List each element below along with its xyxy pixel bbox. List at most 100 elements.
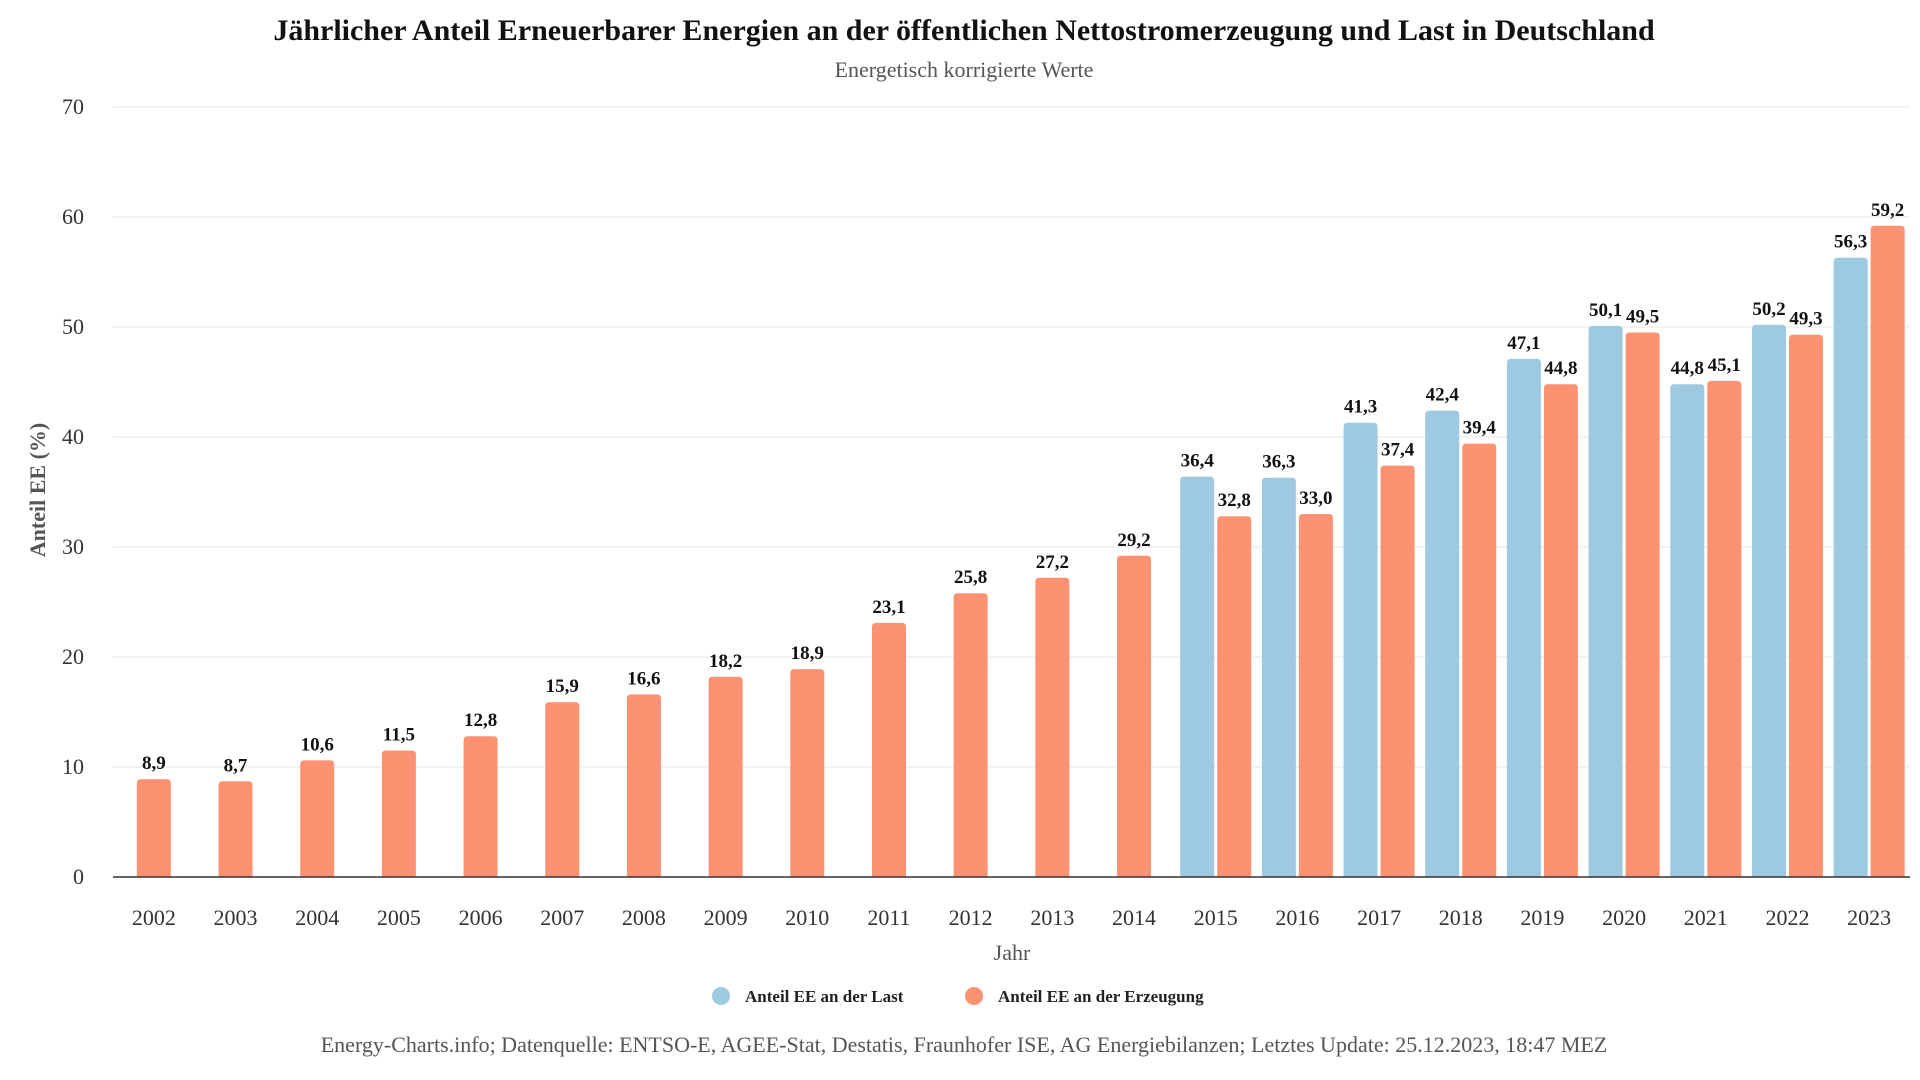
data-label-erzeugung-2009: 18,2 xyxy=(709,651,742,672)
data-label-erzeugung-2006: 12,8 xyxy=(464,710,497,731)
bar-erzeugung-2004 xyxy=(300,760,335,877)
data-label-last-2016: 36,3 xyxy=(1262,452,1295,473)
y-tick-label: 10 xyxy=(62,754,84,779)
data-label-last-2018: 42,4 xyxy=(1426,385,1460,406)
data-label-erzeugung-2019: 44,8 xyxy=(1544,358,1577,379)
y-tick-label: 70 xyxy=(62,94,84,119)
y-axis-label: Anteil EE (%) xyxy=(25,423,50,557)
y-tick-label: 40 xyxy=(62,424,84,449)
bar-last-2020 xyxy=(1588,325,1623,877)
bar-erzeugung-2017 xyxy=(1380,465,1415,877)
data-label-erzeugung-2008: 16,6 xyxy=(627,668,660,689)
data-label-erzeugung-2010: 18,9 xyxy=(791,643,824,664)
x-tick-label-2007: 2007 xyxy=(540,905,584,930)
bar-erzeugung-2012 xyxy=(953,593,988,877)
bar-last-2022 xyxy=(1751,324,1786,877)
y-tick-label: 60 xyxy=(62,204,84,229)
data-label-erzeugung-2007: 15,9 xyxy=(546,676,579,697)
legend-label-erzeugung: Anteil EE an der Erzeugung xyxy=(998,987,1204,1006)
source-credit: Energy-Charts.info; Datenquelle: ENTSO-E… xyxy=(321,1032,1608,1057)
legend[interactable]: Anteil EE an der Last Anteil EE an der E… xyxy=(712,987,1204,1006)
y-tick-label: 30 xyxy=(62,534,84,559)
bars xyxy=(136,225,1905,878)
data-label-erzeugung-2015: 32,8 xyxy=(1218,490,1251,511)
legend-item-erzeugung[interactable]: Anteil EE an der Erzeugung xyxy=(965,987,1204,1006)
y-tick-label: 0 xyxy=(73,864,84,889)
bar-last-2018 xyxy=(1425,410,1460,877)
bar-erzeugung-2006 xyxy=(463,736,498,877)
data-label-last-2022: 50,2 xyxy=(1752,299,1785,320)
data-label-last-2015: 36,4 xyxy=(1181,451,1215,472)
x-axis-label: Jahr xyxy=(994,940,1031,965)
data-label-erzeugung-2002: 8,9 xyxy=(142,753,166,774)
x-tick-label-2011: 2011 xyxy=(867,905,910,930)
data-label-erzeugung-2005: 11,5 xyxy=(383,725,415,746)
bar-erzeugung-2005 xyxy=(381,750,416,877)
chart-subtitle: Energetisch korrigierte Werte xyxy=(835,57,1094,82)
bar-erzeugung-2016 xyxy=(1298,514,1333,877)
bar-erzeugung-2014 xyxy=(1117,555,1152,877)
bar-last-2015 xyxy=(1180,476,1215,877)
bar-erzeugung-2011 xyxy=(871,622,906,877)
data-label-erzeugung-2003: 8,7 xyxy=(224,755,248,776)
y-tick-label: 50 xyxy=(62,314,84,339)
bar-last-2023 xyxy=(1833,257,1868,877)
bar-erzeugung-2020 xyxy=(1625,332,1660,877)
x-tick-label-2005: 2005 xyxy=(377,905,421,930)
legend-marker-last xyxy=(712,987,730,1005)
data-label-erzeugung-2011: 23,1 xyxy=(872,597,905,618)
bar-erzeugung-2010 xyxy=(790,669,825,877)
data-label-erzeugung-2017: 37,4 xyxy=(1381,440,1415,461)
data-label-last-2023: 56,3 xyxy=(1834,232,1867,253)
data-labels: 8,9 8,7 10,6 11,5 12,8 15,9 16,6 18,2 18,9 23,1 25… xyxy=(142,200,1904,776)
x-axis-ticks: 2002 2003 2004 2005 2006 2007 2008 2009 2010 2011… xyxy=(132,905,1891,930)
x-tick-label-2021: 2021 xyxy=(1684,905,1728,930)
bar-last-2021 xyxy=(1670,384,1705,877)
data-label-erzeugung-2023: 59,2 xyxy=(1871,200,1904,221)
y-axis-ticks: 0 10 20 30 40 50 60 70 xyxy=(62,94,84,889)
data-label-erzeugung-2016: 33,0 xyxy=(1299,488,1332,509)
bar-erzeugung-2007 xyxy=(545,702,580,877)
x-tick-label-2023: 2023 xyxy=(1847,905,1891,930)
x-tick-label-2019: 2019 xyxy=(1520,905,1564,930)
bar-last-2019 xyxy=(1506,358,1541,877)
x-tick-label-2022: 2022 xyxy=(1765,905,1809,930)
x-tick-label-2008: 2008 xyxy=(622,905,666,930)
data-label-last-2017: 41,3 xyxy=(1344,397,1377,418)
bar-erzeugung-2018 xyxy=(1462,443,1497,877)
bar-erzeugung-2022 xyxy=(1788,334,1823,877)
data-label-erzeugung-2018: 39,4 xyxy=(1463,418,1497,439)
x-tick-label-2018: 2018 xyxy=(1439,905,1483,930)
data-label-last-2021: 44,8 xyxy=(1671,358,1704,379)
x-tick-label-2016: 2016 xyxy=(1275,905,1319,930)
x-tick-label-2014: 2014 xyxy=(1112,905,1156,930)
data-label-erzeugung-2022: 49,3 xyxy=(1789,309,1822,330)
bar-erzeugung-2008 xyxy=(626,694,661,877)
x-tick-label-2020: 2020 xyxy=(1602,905,1646,930)
data-label-erzeugung-2013: 27,2 xyxy=(1036,552,1069,573)
bar-erzeugung-2002 xyxy=(136,779,171,877)
x-tick-label-2012: 2012 xyxy=(949,905,993,930)
x-tick-label-2015: 2015 xyxy=(1194,905,1238,930)
x-tick-label-2009: 2009 xyxy=(704,905,748,930)
x-tick-label-2006: 2006 xyxy=(459,905,503,930)
legend-item-last[interactable]: Anteil EE an der Last xyxy=(712,987,904,1006)
data-label-erzeugung-2004: 10,6 xyxy=(301,734,334,755)
legend-label-last: Anteil EE an der Last xyxy=(745,987,904,1006)
x-tick-label-2013: 2013 xyxy=(1030,905,1074,930)
bar-erzeugung-2003 xyxy=(218,781,253,877)
data-label-erzeugung-2012: 25,8 xyxy=(954,567,987,588)
bar-erzeugung-2021 xyxy=(1707,380,1742,877)
bar-last-2017 xyxy=(1343,422,1378,877)
x-tick-label-2004: 2004 xyxy=(295,905,339,930)
x-tick-label-2010: 2010 xyxy=(785,905,829,930)
data-label-last-2019: 47,1 xyxy=(1507,333,1540,354)
x-tick-label-2017: 2017 xyxy=(1357,905,1401,930)
bar-last-2016 xyxy=(1261,477,1296,877)
x-tick-label-2003: 2003 xyxy=(214,905,258,930)
bar-erzeugung-2015 xyxy=(1217,516,1252,877)
data-label-erzeugung-2021: 45,1 xyxy=(1708,355,1741,376)
chart-title: Jährlicher Anteil Erneuerbarer Energien … xyxy=(273,14,1655,47)
bar-erzeugung-2013 xyxy=(1035,577,1070,877)
